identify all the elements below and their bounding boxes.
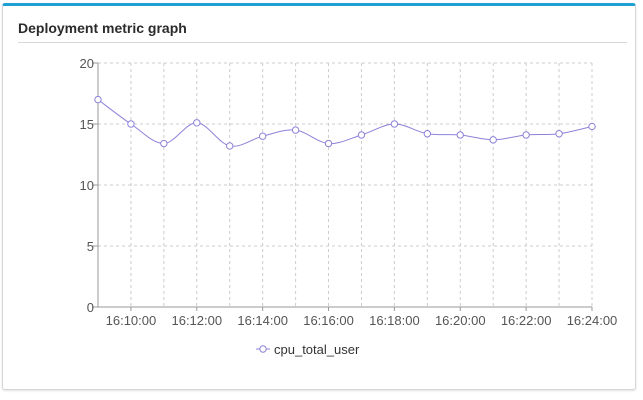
title-divider <box>18 42 627 43</box>
legend-swatch-marker <box>259 345 267 353</box>
chart-legend[interactable]: cpu_total_user <box>256 342 360 357</box>
legend-label: cpu_total_user <box>274 342 360 357</box>
x-tick-label: 16:22:00 <box>501 313 552 328</box>
data-point <box>390 120 399 128</box>
y-tick-label: 0 <box>87 300 94 315</box>
x-tick-label: 16:10:00 <box>106 313 157 328</box>
y-tick-label: 5 <box>87 239 94 254</box>
data-point <box>522 131 530 139</box>
data-point <box>489 136 497 144</box>
data-point <box>94 95 102 104</box>
x-tick-label: 16:24:00 <box>567 313 618 328</box>
x-tick-label: 16:14:00 <box>237 313 288 328</box>
data-point <box>588 122 596 131</box>
chart-axes: 0 5 10 15 20 16:10:00 16:12:00 16:14:00 16:16:00… <box>80 56 618 328</box>
chart-series <box>94 95 596 150</box>
data-point <box>357 131 366 139</box>
data-point <box>258 132 267 140</box>
y-tick-label: 10 <box>80 178 94 193</box>
x-tick-label: 16:20:00 <box>435 313 486 328</box>
data-point <box>193 119 201 127</box>
data-point <box>160 139 168 148</box>
data-point <box>127 120 135 128</box>
data-point <box>226 142 234 150</box>
data-point <box>456 131 464 139</box>
data-point <box>423 130 432 138</box>
deployment-metric-card: Deployment metric graph <box>2 3 636 390</box>
data-point <box>555 130 563 138</box>
data-point <box>324 139 333 148</box>
chart-grid <box>98 62 593 307</box>
x-tick-label: 16:16:00 <box>303 313 354 328</box>
y-tick-label: 15 <box>80 117 94 132</box>
x-tick-label: 16:18:00 <box>369 313 420 328</box>
x-tick-label: 16:12:00 <box>171 313 222 328</box>
series-line <box>97 99 593 147</box>
data-point <box>291 126 300 134</box>
card-title: Deployment metric graph <box>18 20 187 36</box>
y-tick-label: 20 <box>80 56 94 71</box>
